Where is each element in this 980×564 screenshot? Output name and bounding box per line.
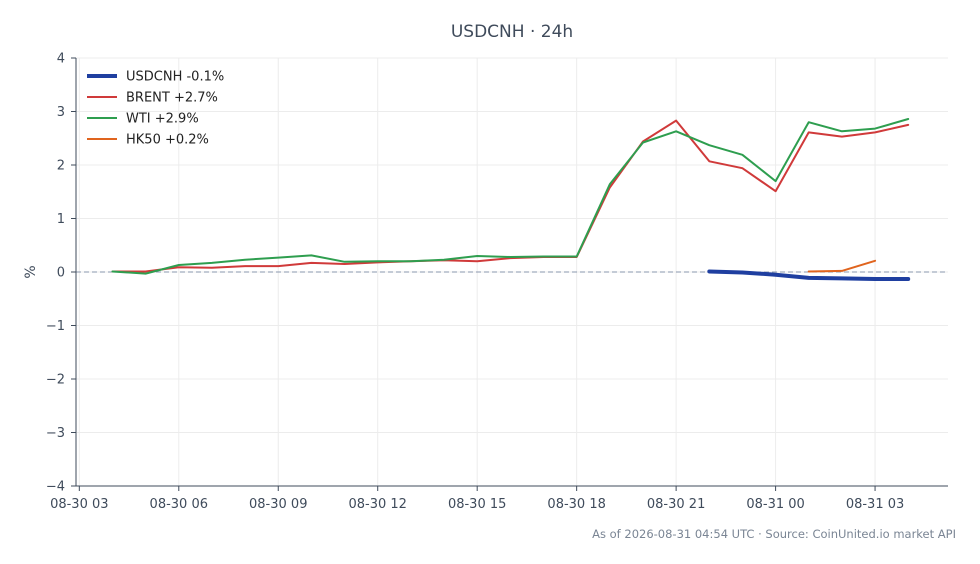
- x-tick-label-1: 08-30 06: [150, 497, 208, 512]
- y-tick-label-0: 4: [57, 52, 65, 67]
- legend-label-0: USDCNH -0.1%: [126, 70, 224, 85]
- legend-label-1: BRENT +2.7%: [126, 91, 218, 106]
- legend: USDCNH -0.1% BRENT +2.7% WTI +2.9% HK50 +0.…: [87, 70, 224, 148]
- y-axis-label: %: [23, 265, 39, 278]
- series-line-0: [707, 269, 911, 281]
- series-line-1: [111, 119, 910, 273]
- x-tick-label-8: 08-31 03: [846, 497, 904, 512]
- chart-title: USDCNH · 24h: [451, 22, 573, 42]
- x-tick-label-7: 08-31 00: [746, 497, 804, 512]
- legend-label-2: WTI +2.9%: [126, 112, 199, 127]
- x-tick-label-5: 08-30 18: [547, 497, 605, 512]
- series-line-3: [807, 259, 877, 273]
- y-tick-label-2: 2: [57, 159, 65, 174]
- y-tick-label-1: 3: [57, 105, 65, 120]
- series-lines: [111, 118, 911, 281]
- x-tick-label-3: 08-30 12: [348, 497, 406, 512]
- footer-source: As of 2026-08-31 04:54 UTC · Source: Coi…: [592, 527, 956, 541]
- series-line-2: [111, 118, 910, 275]
- x-tick-label-0: 08-30 03: [50, 497, 108, 512]
- legend-label-3: HK50 +0.2%: [126, 133, 209, 148]
- x-tick-label-4: 08-30 15: [448, 497, 506, 512]
- y-tick-label-4: 0: [57, 266, 65, 281]
- x-tick-label-2: 08-30 09: [249, 497, 307, 512]
- y-tick-label-3: 1: [57, 212, 65, 227]
- y-tick-label-6: −2: [46, 373, 65, 388]
- y-ticks: 4 3 2 1 0 −1 −2 −3 −4: [46, 52, 76, 495]
- y-tick-label-5: −1: [46, 319, 65, 334]
- x-tick-label-6: 08-30 21: [647, 497, 705, 512]
- x-ticks: 08-30 03 08-30 06 08-30 09 08-30 12 08-30 15…: [50, 486, 904, 512]
- y-tick-label-7: −3: [46, 426, 65, 441]
- y-tick-label-8: −4: [46, 480, 65, 495]
